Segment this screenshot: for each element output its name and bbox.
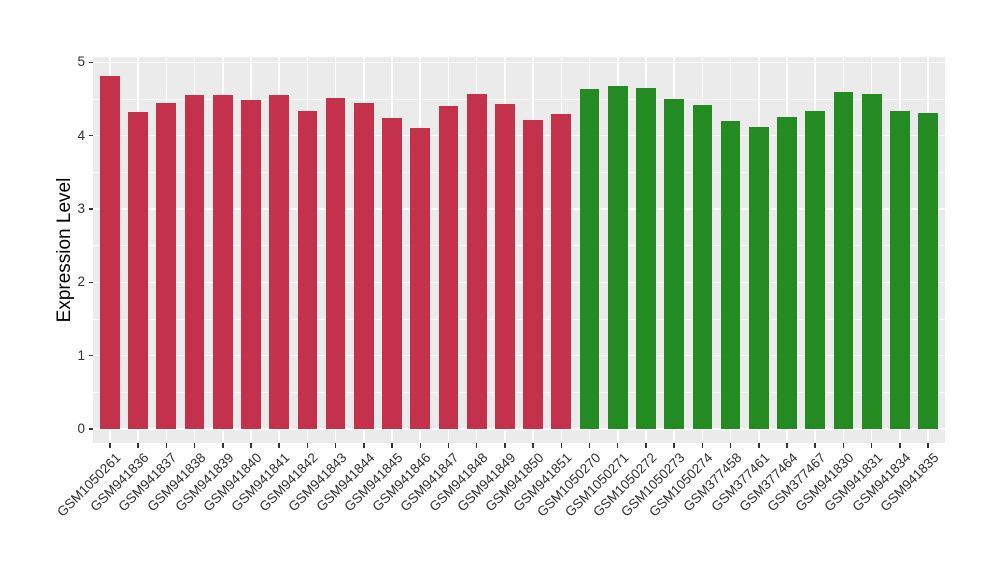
y-tick-mark [88, 281, 93, 284]
x-tick-mark [616, 443, 619, 448]
x-tick-mark [193, 443, 196, 448]
x-tick-mark [899, 443, 901, 448]
bar [466, 93, 487, 429]
bar [636, 88, 656, 429]
x-tick-mark [306, 443, 309, 448]
x-tick-mark [673, 443, 675, 448]
x-tick-mark [729, 443, 732, 448]
bar [664, 99, 685, 429]
x-tick-mark [701, 443, 704, 448]
x-tick-mark [814, 443, 816, 448]
x-tick-mark [532, 443, 534, 448]
x-tick-mark [391, 443, 393, 448]
gridline-major-h [93, 61, 945, 64]
x-tick-mark [927, 443, 929, 448]
y-tick-mark [88, 208, 93, 210]
x-tick-mark [842, 443, 845, 448]
y-tick-label: 1 [77, 347, 85, 363]
bar [889, 111, 910, 429]
bar [607, 85, 628, 429]
x-tick-mark [419, 443, 421, 448]
gridline-minor-h [93, 245, 945, 247]
bar [692, 104, 713, 429]
bar [918, 112, 938, 429]
x-tick-mark [222, 443, 224, 448]
gridline-major-h [93, 134, 945, 137]
gridline-major-h [93, 208, 945, 210]
y-tick-label: 4 [77, 127, 85, 143]
bar [579, 88, 600, 429]
y-tick-label: 0 [77, 421, 85, 436]
plot-panel [93, 57, 945, 443]
y-tick-label: 5 [77, 54, 85, 70]
gridline-major-h [93, 428, 945, 430]
bar [128, 112, 148, 429]
bar [495, 104, 515, 429]
bar [212, 95, 233, 429]
bar [805, 111, 826, 429]
bar [523, 119, 543, 429]
y-tick-label: 2 [77, 274, 85, 290]
y-tick-mark [88, 354, 93, 357]
x-tick-mark [645, 443, 647, 448]
gridline-minor-h [93, 318, 945, 320]
bar [297, 111, 318, 429]
bar [353, 102, 374, 429]
gridline-major-h [93, 354, 945, 357]
gridline-minor-h [93, 98, 945, 100]
x-tick-mark [278, 443, 280, 448]
gridline-major-h [93, 281, 945, 284]
bar [241, 100, 261, 429]
y-tick-mark [88, 428, 93, 430]
x-tick-mark [363, 443, 365, 448]
gridline-minor-h [93, 391, 945, 393]
x-tick-mark [334, 443, 337, 448]
x-tick-mark [504, 443, 506, 448]
bar [833, 91, 854, 429]
x-tick-mark [560, 443, 563, 448]
x-tick-mark [109, 443, 111, 448]
y-tick-mark [88, 134, 93, 137]
x-tick-mark [447, 443, 450, 448]
bar [777, 117, 797, 429]
bar [861, 93, 882, 429]
x-tick-mark [870, 443, 873, 448]
y-tick-label: 3 [77, 201, 85, 216]
bar [156, 103, 177, 429]
bar [184, 95, 205, 429]
gridline-minor-h [93, 171, 945, 173]
x-tick-mark [137, 443, 139, 448]
y-axis-title: Expression Level [54, 177, 75, 323]
x-tick-mark [758, 443, 760, 448]
bar [551, 114, 572, 429]
y-tick-mark [88, 61, 93, 64]
bar [410, 128, 431, 429]
bar [325, 97, 346, 429]
bar [720, 121, 741, 429]
bar [382, 118, 402, 429]
x-tick-mark [250, 443, 252, 448]
x-tick-mark [588, 443, 591, 448]
bar [269, 94, 290, 429]
x-tick-mark [165, 443, 168, 448]
bar [100, 75, 120, 429]
bar [438, 106, 459, 429]
bar [748, 126, 769, 429]
x-tick-mark [786, 443, 788, 448]
x-tick-mark [475, 443, 478, 448]
